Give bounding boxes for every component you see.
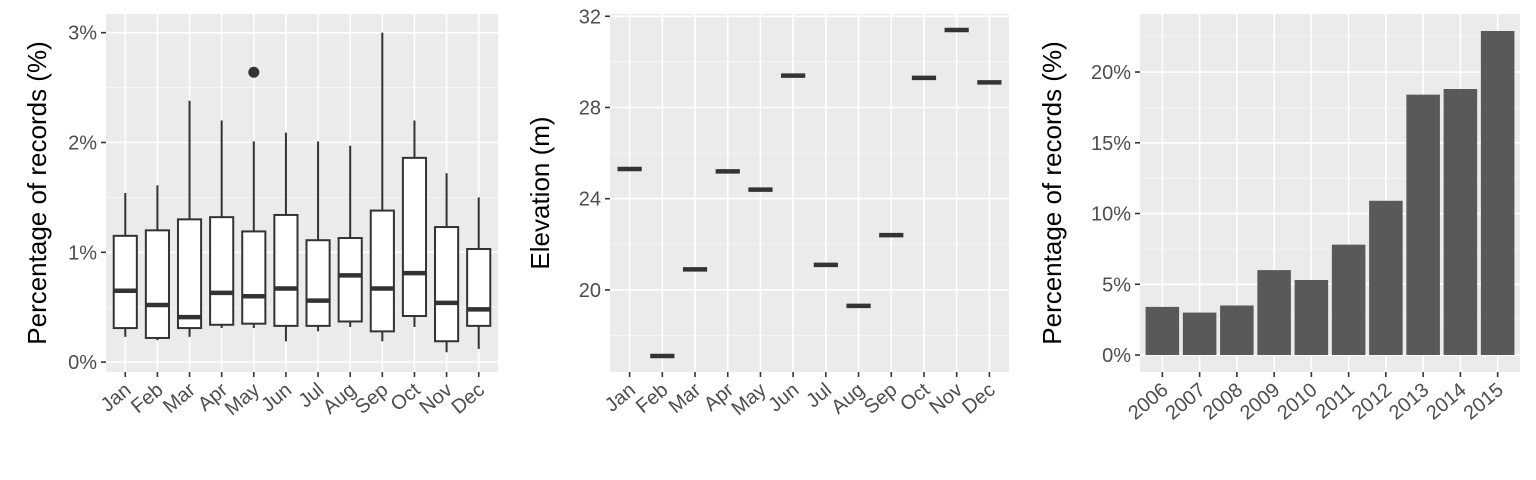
panel-background — [106, 14, 498, 372]
box-mar — [176, 100, 203, 337]
box-body — [434, 226, 460, 343]
box-jul — [305, 141, 331, 332]
x-tick-label: 2010 — [1273, 379, 1321, 424]
box-body — [369, 209, 395, 333]
y-tick-label: 3% — [68, 23, 97, 45]
y-tick-label: 32 — [579, 6, 601, 28]
x-tick-label: Dec — [448, 379, 489, 419]
y-tick-label: 15% — [1091, 133, 1131, 155]
y-tick-label: 2% — [68, 132, 97, 154]
bar-2013 — [1406, 94, 1440, 356]
yearly-bar-chart: 0%5%10%15%20% 20062007200820092010201120… — [1037, 14, 1520, 424]
box-oct — [401, 120, 428, 327]
box-jan — [112, 193, 138, 337]
bar-2012 — [1369, 200, 1403, 356]
box-apr — [209, 120, 235, 329]
y-tick-label: 1% — [68, 242, 97, 264]
box-body — [273, 213, 299, 327]
x-tick-label: 2011 — [1312, 379, 1359, 424]
x-tick-label: 2008 — [1199, 379, 1247, 424]
box-dec — [466, 197, 492, 349]
outlier-point — [248, 66, 260, 78]
box-feb — [144, 185, 170, 341]
box-body — [466, 248, 492, 327]
x-tick-label: Jun — [257, 379, 296, 417]
box-sep — [369, 32, 395, 342]
y-axis-ticks: 20 24 28 32 — [579, 6, 610, 302]
box-body — [209, 216, 235, 326]
x-tick-label: 2012 — [1348, 379, 1396, 424]
y-tick-label: 20 — [579, 280, 601, 302]
box-nov — [434, 173, 460, 353]
y-axis-title: Percentage of records (%) — [1037, 41, 1067, 344]
x-tick-label: Jan — [601, 379, 640, 417]
major-gridlines — [610, 14, 1009, 372]
x-tick-label: Jun — [765, 379, 804, 417]
x-tick-label: Dec — [958, 379, 999, 419]
x-tick-label: 2009 — [1236, 379, 1284, 424]
elevation-marks — [617, 27, 1002, 359]
box-body — [112, 234, 138, 330]
x-tick-label: 2014 — [1422, 379, 1470, 424]
bar-2006 — [1145, 306, 1180, 356]
y-tick-label: 5% — [1102, 274, 1131, 296]
bar-2010 — [1294, 280, 1329, 356]
box-body — [305, 239, 331, 327]
y-tick-label: 0% — [68, 352, 97, 374]
minor-gridlines — [610, 61, 1009, 336]
panel-background — [610, 14, 1009, 372]
bar-2011 — [1331, 244, 1366, 356]
monthly-boxplot-chart: 0% 1% 2% 3% JanFebMarAprMayJunJulAugSepOctN… — [22, 14, 498, 420]
x-tick-label: 2013 — [1385, 379, 1433, 424]
bar-2008 — [1220, 305, 1254, 356]
box-aug — [337, 145, 363, 327]
bar-2015 — [1480, 30, 1515, 356]
y-tick-label: 20% — [1091, 62, 1131, 84]
bar-2014 — [1443, 88, 1478, 356]
box-jun — [273, 132, 299, 342]
x-tick-label: 2015 — [1460, 379, 1508, 424]
minor-gridlines — [106, 87, 498, 308]
x-tick-label: Oct — [896, 379, 934, 416]
x-tick-label: 2006 — [1124, 379, 1172, 424]
y-tick-label: 28 — [579, 97, 601, 119]
y-axis-ticks: 0% 5% 10% 15% 20% — [1091, 62, 1140, 367]
box-body — [337, 237, 363, 323]
y-tick-label: 0% — [1102, 345, 1131, 367]
bar-marks — [1145, 30, 1515, 356]
bar-2007 — [1182, 312, 1217, 356]
monthly-elevation-chart: 20 24 28 32 JanFebMarAprMayJunJulAugSepOctN… — [525, 6, 1009, 420]
x-tick-label: Oct — [387, 379, 425, 416]
boxplot-marks — [112, 32, 492, 353]
y-axis-ticks: 0% 1% 2% 3% — [68, 23, 106, 374]
y-axis-title: Percentage of records (%) — [22, 41, 52, 344]
y-tick-label: 10% — [1091, 204, 1131, 226]
box-body — [144, 229, 170, 339]
box-body — [176, 218, 203, 330]
box-may — [241, 66, 267, 329]
x-tick-label: 2007 — [1162, 379, 1210, 424]
y-tick-label: 24 — [579, 189, 601, 211]
y-axis-title: Elevation (m) — [525, 116, 555, 269]
box-body — [241, 230, 267, 325]
bar-2009 — [1257, 270, 1291, 356]
box-body — [401, 156, 428, 317]
